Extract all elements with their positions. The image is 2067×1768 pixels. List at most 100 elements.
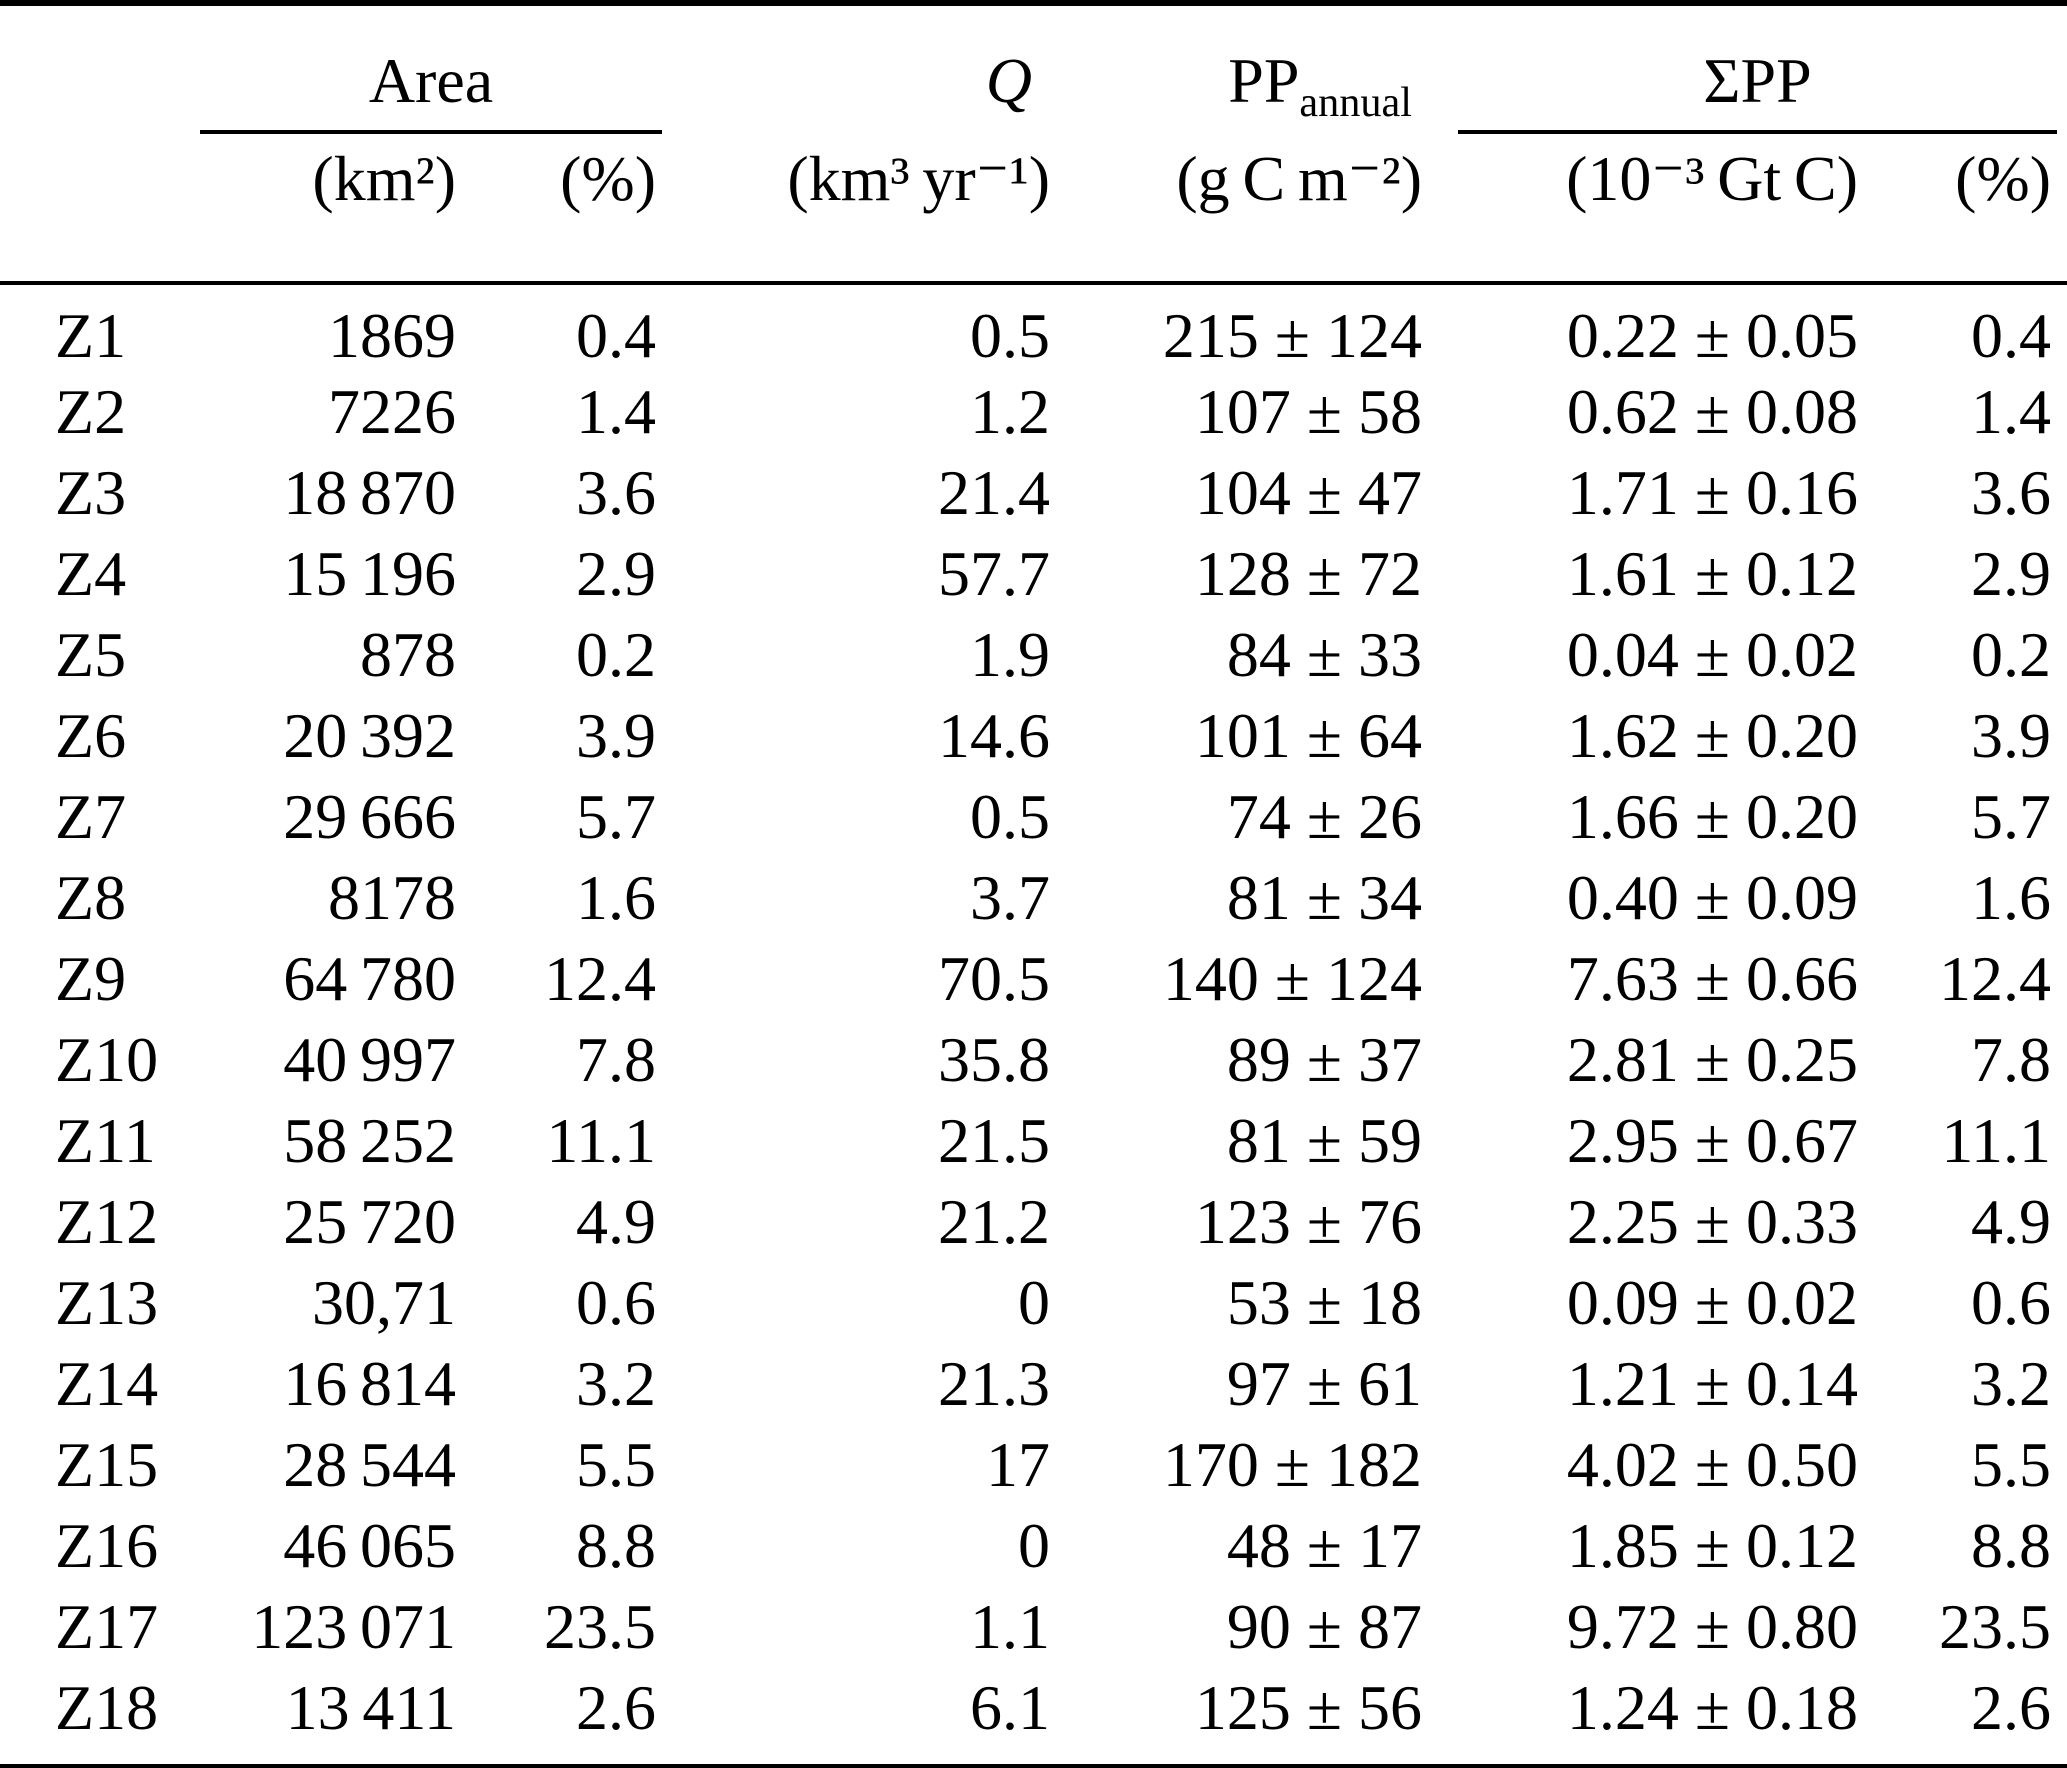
cell-area-pct: 2.6 [576,1671,656,1743]
cell-pp-annual: 123 ± 76 [1194,1185,1422,1257]
pp-annual-header: PPannual [1056,6,1428,134]
cell-area-pct: 0.6 [576,1266,656,1338]
cell-zone: Z7 [55,780,127,852]
cell-q: 0.5 [970,300,1050,371]
cell-spp-pct: 1.4 [1971,375,2051,447]
cell-pp-annual: 74 ± 26 [1226,780,1422,852]
cell-spp-pct: 23.5 [1939,1590,2051,1662]
cell-zone: Z16 [55,1509,159,1581]
table-row: Z18 13 411 2.6 6.1 125 ± 56 1.24 ± 0.18 2.6 [0,1667,2067,1748]
cell-area-pct: 3.2 [576,1347,656,1419]
cell-spp-pct: 4.9 [1971,1185,2051,1257]
cell-pp-annual: 97 ± 61 [1226,1347,1422,1419]
cell-spp-pct: 3.2 [1971,1347,2051,1419]
table-row: Z1 1869 0.4 0.5 215 ± 124 0.22 ± 0.05 0.4 [0,283,2067,371]
cell-pp-annual: 48 ± 17 [1226,1509,1422,1581]
cell-zone: Z5 [55,618,127,690]
cell-area-km2: 16 814 [283,1347,456,1419]
cell-area-pct: 3.6 [576,456,656,528]
table-row: Z8 8178 1.6 3.7 81 ± 34 0.40 ± 0.09 1.6 [0,857,2067,938]
cell-pp-annual: 170 ± 182 [1162,1428,1422,1500]
cell-q: 1.2 [970,375,1050,447]
spp-unit: (10⁻³ Gt C) [1428,134,1864,285]
cell-spp-pct: 3.9 [1971,699,2051,771]
cell-area-pct: 0.2 [576,618,656,690]
cell-spp: 9.72 ± 0.80 [1566,1590,1858,1662]
cell-area-km2: 64 780 [283,942,456,1014]
table-row: Z17 123 071 23.5 1.1 90 ± 87 9.72 ± 0.80 23.5 [0,1586,2067,1667]
cell-area-km2: 30,71 [312,1266,456,1338]
q-header: Q [662,6,1056,134]
cell-area-km2: 1869 [328,300,456,371]
cell-pp-annual: 53 ± 18 [1226,1266,1422,1338]
cell-pp-annual: 140 ± 124 [1162,942,1422,1014]
table-body: Z1 1869 0.4 0.5 215 ± 124 0.22 ± 0.05 0.4 Z2 722… [0,283,2067,1748]
zone-unit-cell [0,134,150,285]
cell-area-pct: 1.4 [576,375,656,447]
cell-pp-annual: 101 ± 64 [1194,699,1422,771]
cell-spp: 1.24 ± 0.18 [1566,1671,1858,1743]
cell-pp-annual: 128 ± 72 [1194,537,1422,609]
cell-pp-annual: 215 ± 124 [1162,300,1422,371]
table-row: Z15 28 544 5.5 17 170 ± 182 4.02 ± 0.50 5.5 [0,1424,2067,1505]
cell-q: 3.7 [970,861,1050,933]
cell-spp-pct: 0.2 [1971,618,2051,690]
area-group-label: Area [200,44,662,134]
cell-area-km2: 28 544 [283,1428,456,1500]
cell-spp-pct: 5.7 [1971,780,2051,852]
cell-area-km2: 25 720 [283,1185,456,1257]
cell-spp: 0.22 ± 0.05 [1566,300,1858,371]
table-row: Z12 25 720 4.9 21.2 123 ± 76 2.25 ± 0.33 4.9 [0,1181,2067,1262]
table-row: Z9 64 780 12.4 70.5 140 ± 124 7.63 ± 0.66 12.4 [0,938,2067,1019]
cell-area-km2: 878 [360,618,456,690]
cell-pp-annual: 81 ± 34 [1226,861,1422,933]
cell-spp-pct: 11.1 [1941,1104,2051,1176]
cell-spp-pct: 12.4 [1939,942,2051,1014]
cell-q: 14.6 [938,699,1050,771]
cell-q: 17 [986,1428,1050,1500]
table-row: Z14 16 814 3.2 21.3 97 ± 61 1.21 ± 0.14 3.2 [0,1343,2067,1424]
cell-area-pct: 5.7 [576,780,656,852]
table-row: Z5 878 0.2 1.9 84 ± 33 0.04 ± 0.02 0.2 [0,614,2067,695]
cell-area-km2: 20 392 [283,699,456,771]
cell-area-pct: 1.6 [576,861,656,933]
cell-q: 21.3 [938,1347,1050,1419]
cell-q: 21.5 [938,1104,1050,1176]
cell-spp: 1.85 ± 0.12 [1566,1509,1858,1581]
area-km2-unit: (km²) [150,134,462,285]
cell-area-pct: 0.4 [576,300,656,371]
corner-cell [0,6,150,134]
cell-area-pct: 11.1 [546,1104,656,1176]
cell-q: 0.5 [970,780,1050,852]
cell-pp-annual: 84 ± 33 [1226,618,1422,690]
cell-pp-annual: 90 ± 87 [1226,1590,1422,1662]
cell-zone: Z2 [55,375,127,447]
cell-pp-annual: 107 ± 58 [1194,375,1422,447]
cell-spp: 1.66 ± 0.20 [1566,780,1858,852]
cell-spp: 4.02 ± 0.50 [1566,1428,1858,1500]
cell-spp: 0.40 ± 0.09 [1566,861,1858,933]
cell-area-km2: 40 997 [283,1023,456,1095]
cell-q: 1.1 [970,1590,1050,1662]
spp-group-label: ΣPP [1458,44,2057,134]
pp-header-subscript: annual [1299,78,1412,126]
pp-annual-unit: (g C m⁻²) [1056,134,1428,285]
cell-q: 1.9 [970,618,1050,690]
unit-header-row: (km²) (%) (km³ yr⁻¹) (g C m⁻²) (10⁻³ Gt … [0,134,2067,285]
cell-area-km2: 15 196 [283,537,456,609]
cell-spp-pct: 3.6 [1971,456,2051,528]
zones-table: Area Q PPannual ΣPP (km²) (%) (km³ yr⁻¹)… [0,6,2067,1748]
cell-spp: 1.61 ± 0.12 [1566,537,1858,609]
table-row: Z2 7226 1.4 1.2 107 ± 58 0.62 ± 0.08 1.4 [0,371,2067,452]
pp-header-base: PP [1228,45,1300,116]
cell-spp-pct: 0.6 [1971,1266,2051,1338]
cell-spp: 1.71 ± 0.16 [1566,456,1858,528]
cell-area-pct: 2.9 [576,537,656,609]
cell-spp: 0.62 ± 0.08 [1566,375,1858,447]
cell-q: 57.7 [938,537,1050,609]
cell-zone: Z8 [55,861,127,933]
cell-spp-pct: 1.6 [1971,861,2051,933]
table-row: Z10 40 997 7.8 35.8 89 ± 37 2.81 ± 0.25 7.8 [0,1019,2067,1100]
cell-area-pct: 12.4 [544,942,656,1014]
